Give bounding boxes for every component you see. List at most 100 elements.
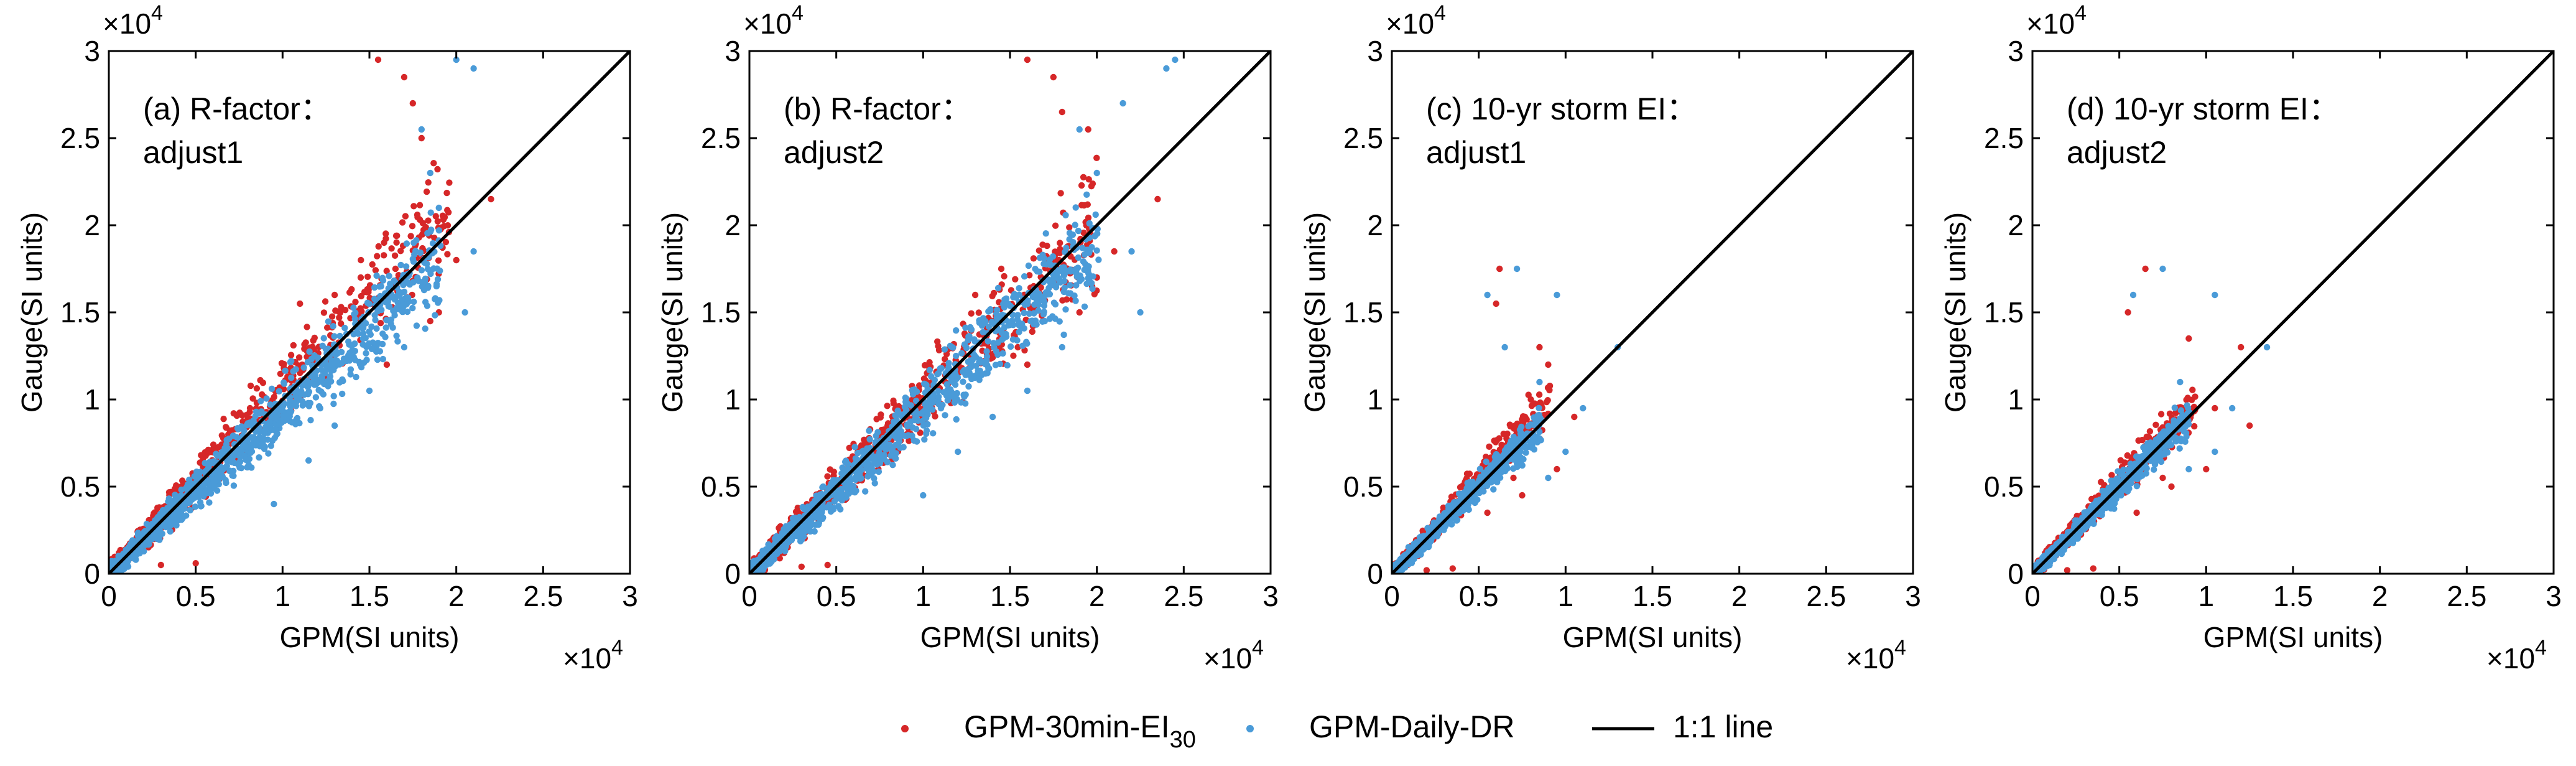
point	[200, 482, 208, 488]
point	[1546, 386, 1553, 394]
point	[1032, 317, 1039, 324]
point	[271, 500, 277, 508]
x-multiplier: ×104	[563, 636, 623, 675]
point	[904, 421, 911, 429]
point	[824, 561, 831, 569]
point	[266, 419, 273, 426]
point	[288, 374, 295, 381]
point	[234, 426, 242, 432]
point	[935, 370, 942, 376]
point	[416, 202, 424, 208]
point	[257, 376, 264, 384]
point	[1052, 222, 1059, 229]
point	[230, 482, 238, 489]
point	[247, 449, 254, 456]
point	[1516, 426, 1524, 433]
point	[889, 462, 896, 469]
point	[778, 532, 785, 539]
point	[1040, 260, 1047, 268]
point	[320, 391, 327, 398]
scatter-points	[1392, 51, 1913, 574]
point	[379, 340, 386, 348]
point	[246, 404, 254, 412]
point	[851, 444, 858, 451]
point	[1026, 310, 1033, 317]
point	[1085, 263, 1092, 270]
point	[257, 398, 264, 404]
point	[759, 551, 767, 558]
point	[293, 416, 300, 423]
y-tick-label: 2.5	[701, 122, 741, 154]
point	[1095, 256, 1102, 263]
x-tick-label: 0.5	[1459, 580, 1499, 612]
point	[883, 446, 889, 453]
point	[290, 342, 297, 349]
point	[1543, 398, 1550, 406]
point	[330, 393, 337, 399]
point	[261, 427, 268, 434]
point	[323, 379, 330, 386]
point	[1083, 191, 1090, 198]
point	[1021, 309, 1027, 317]
point	[206, 499, 213, 506]
point	[213, 487, 221, 494]
point	[280, 379, 287, 386]
point	[401, 343, 408, 351]
point	[339, 390, 346, 398]
point	[1081, 251, 1088, 258]
point	[276, 388, 282, 395]
panel-title-line1: (a) R-factor：	[143, 91, 331, 126]
point	[327, 373, 334, 380]
x-tick-label: 0	[1384, 580, 1400, 612]
point	[432, 213, 439, 220]
point	[1046, 256, 1054, 263]
point	[1014, 337, 1021, 344]
x-tick-label: 1.5	[1633, 580, 1672, 612]
point	[1484, 291, 1491, 299]
point	[1086, 220, 1093, 227]
x-tick-label: 1	[1558, 580, 1574, 612]
point	[926, 359, 933, 366]
point	[935, 388, 942, 395]
point	[427, 270, 434, 278]
point	[955, 448, 961, 455]
point	[1016, 285, 1022, 292]
point	[416, 216, 424, 223]
point	[839, 464, 846, 471]
point	[381, 252, 387, 259]
point	[1059, 343, 1066, 351]
point	[910, 437, 918, 444]
point	[336, 332, 343, 340]
y-tick-label: 2.5	[60, 122, 100, 154]
point	[1093, 247, 1100, 254]
point	[1119, 100, 1126, 107]
y-tick-label: 1.5	[1343, 296, 1383, 329]
point	[1506, 441, 1514, 447]
one-to-one-line	[1392, 51, 1913, 574]
point	[407, 233, 414, 240]
point	[1484, 509, 1491, 516]
point	[304, 383, 312, 391]
point	[1522, 414, 1529, 421]
x-tick-label: 2.5	[523, 580, 563, 612]
point	[1030, 292, 1037, 299]
panel-title-line1: (b) R-factor：	[784, 91, 972, 126]
point	[1080, 174, 1087, 180]
point	[1066, 224, 1073, 231]
point	[285, 401, 293, 408]
point	[393, 239, 400, 246]
point	[261, 436, 267, 442]
point	[1443, 510, 1450, 516]
point	[351, 315, 358, 322]
point	[1060, 331, 1067, 339]
point	[965, 337, 971, 343]
point	[363, 350, 369, 357]
point	[202, 460, 208, 467]
x-multiplier: ×104	[1846, 636, 1906, 675]
point	[177, 492, 184, 499]
point	[1511, 423, 1518, 429]
point	[444, 222, 452, 229]
point	[286, 413, 293, 420]
point	[1085, 126, 1091, 133]
point	[383, 317, 390, 324]
